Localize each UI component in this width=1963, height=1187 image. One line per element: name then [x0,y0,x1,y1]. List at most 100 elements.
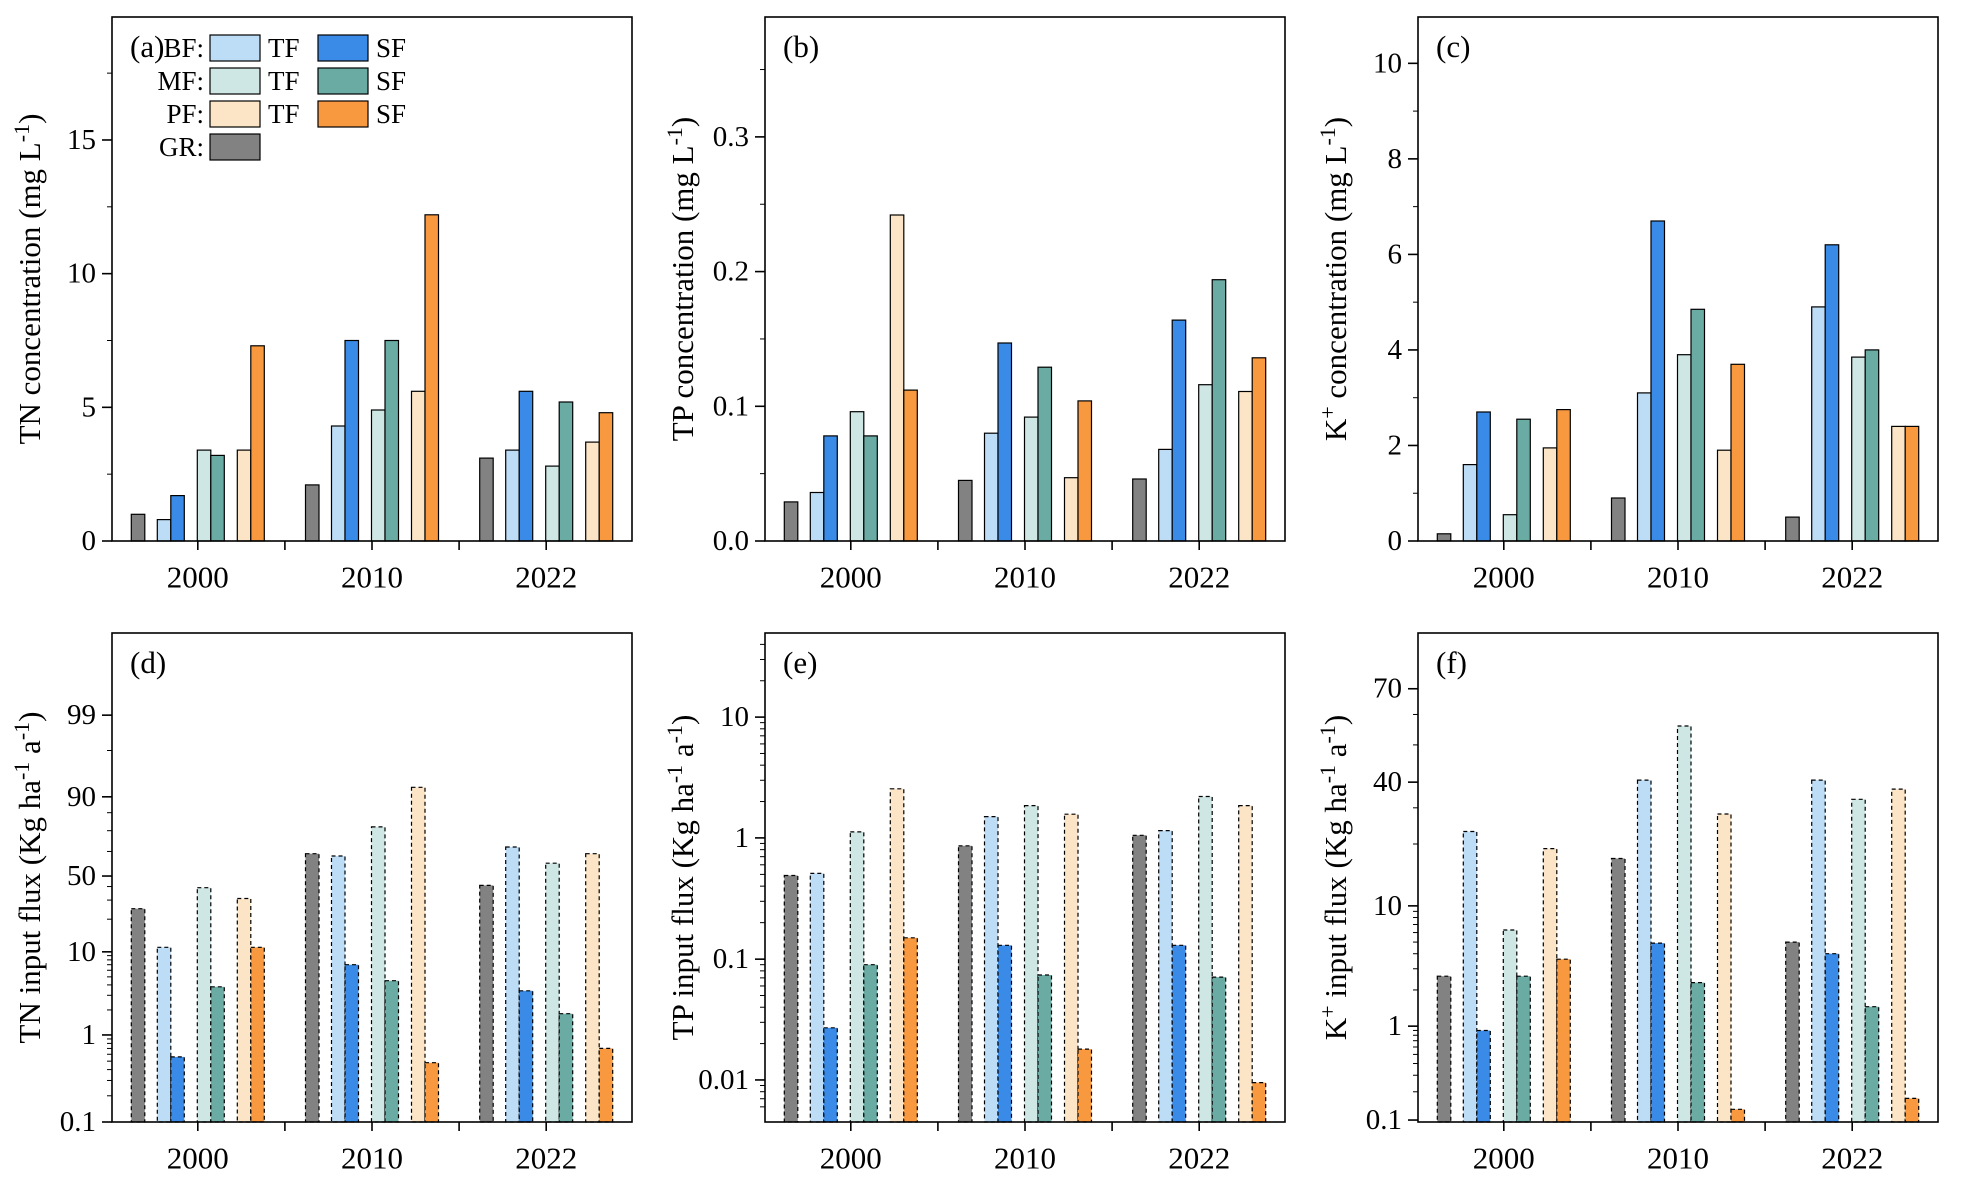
bar-MF_SF-2022 [1864,1006,1880,1123]
panel-c: 0 2 4 6 8 10 2000 2010 2022 K+ concentration (mg … [1315,16,1939,595]
bar-PF_SF-2000 [903,937,918,1123]
legend-item-label: TF [268,99,300,129]
bar-MF_SF-2000 [210,454,225,542]
bar-PF_SF-2000 [250,345,265,542]
bar-MF_SF-2022 [558,1013,574,1123]
y-tick-label: 70 [1373,673,1402,705]
legend-item-label: SF [376,33,406,63]
bar-GR-2010 [957,845,973,1123]
legend-swatch-BF_TF [209,34,261,62]
bar-BF_TF-2022 [505,846,520,1123]
panel-label-c: (c) [1436,29,1470,64]
panel-d: 0.1 1 10 50 90 99 2000 2010 2022 TN input flux (K… [9,632,633,1176]
bar-MF_TF-2022 [1851,356,1866,542]
bar-MF_SF-2022 [1864,349,1880,542]
x-tick-label-2022: 2022 [1168,560,1230,595]
legend-item-label: TF [268,66,300,96]
bar-GR-2010 [304,853,320,1123]
bar-GR-2022 [1785,516,1800,542]
y-tick-label: 0 [82,525,97,557]
bar-PF_TF-2022 [1238,390,1253,542]
bar-MF_SF-2000 [210,986,225,1123]
bar-BF_TF-2022 [1811,779,1826,1123]
bar-GR-2022 [479,884,494,1123]
bar-GR-2022 [1132,834,1147,1123]
y-tick-label: 40 [1373,766,1402,798]
bar-GR-2000 [130,513,146,542]
bar-MF_TF-2022 [1198,795,1213,1123]
bar-PF_SF-2022 [598,412,614,542]
y-tick-label: 6 [1388,238,1403,270]
y-tick-label: 1 [1388,1010,1403,1042]
bar-BF_TF-2022 [1158,829,1173,1123]
y-tick-label: 10 [67,258,96,290]
bar-MF_TF-2000 [849,411,865,542]
bar-PF_SF-2000 [903,389,918,542]
bar-MF_SF-2000 [863,964,878,1123]
bar-MF_SF-2000 [1516,975,1531,1123]
x-tick-label-2022: 2022 [515,560,577,595]
bar-PF_TF-2000 [1542,447,1558,542]
bar-PF_TF-2010 [1063,477,1079,542]
bar-PF_SF-2022 [1904,425,1920,542]
y-tick-label: 90 [67,781,96,813]
y-tick-label: 0.1 [60,1106,96,1138]
y-tick-label: 0.1 [713,390,749,422]
bar-GR-2000 [1436,533,1452,542]
bar-MF_TF-2000 [1502,929,1518,1123]
bar-BF_SF-2010 [997,342,1013,542]
bar-MF_SF-2022 [1211,279,1227,542]
bar-MF_SF-2010 [1037,974,1053,1123]
bar-PF_SF-2010 [1077,1048,1093,1123]
bar-BF_SF-2010 [1650,220,1666,542]
bar-PF_SF-2000 [1556,958,1571,1123]
bar-MF_TF-2000 [1502,514,1518,542]
bar-BF_SF-2010 [344,964,360,1123]
bar-MF_TF-2010 [1023,804,1039,1123]
x-tick-label-2022: 2022 [1821,1141,1883,1176]
bar-PF_SF-2022 [1251,357,1267,542]
bar-MF_TF-2010 [370,409,386,542]
bar-MF_SF-2022 [558,401,574,542]
bar-BF_TF-2000 [156,946,172,1123]
bar-PF_TF-2010 [410,390,426,542]
panel-label-d: (d) [130,645,166,680]
legend-group-label: GR: [159,132,204,162]
bar-PF_TF-2010 [1063,813,1079,1123]
bar-PF_TF-2022 [1238,804,1253,1123]
x-tick-label-2000: 2000 [167,560,229,595]
bar-PF_TF-2000 [889,788,905,1123]
bar-MF_SF-2000 [1516,418,1531,542]
bar-MF_SF-2010 [1690,981,1706,1123]
bar-BF_SF-2022 [1171,319,1187,542]
bar-MF_SF-2000 [863,435,878,542]
y-axis-label: K+ concentration (mg L-1) [1315,117,1353,441]
panel-label-b: (b) [783,29,819,64]
legend-swatch-BF_SF [317,34,369,62]
x-tick-label-2022: 2022 [1821,560,1883,595]
legend-group-label: MF: [157,66,204,96]
x-tick-label-2000: 2000 [820,1141,882,1176]
bar-PF_SF-2010 [424,1062,440,1123]
bar-BF_TF-2022 [1158,448,1173,542]
legend-group-label: PF: [166,99,204,129]
bar-MF_TF-2000 [196,449,212,542]
x-tick-label-2000: 2000 [1473,560,1535,595]
y-tick-label: 0.0 [713,525,749,557]
bar-PF_SF-2010 [1730,1108,1746,1123]
bar-BF_TF-2022 [1811,306,1826,542]
bar-MF_TF-2022 [545,862,560,1123]
y-tick-label: 1 [82,1019,97,1051]
bar-BF_TF-2010 [983,815,999,1123]
y-tick-label: 0.3 [713,121,749,153]
legend-group-label: BF: [163,33,204,63]
panel-label-e: (e) [783,645,817,680]
legend-swatch-PF_SF [317,100,369,128]
panel-b: 0.0 0.1 0.2 0.3 2000 2010 2022 TP concentration… [662,16,1286,595]
bar-BF_SF-2000 [1476,411,1491,542]
legend-swatch-MF_TF [209,67,261,95]
y-axis-label: K+ input flux (Kg ha-1 a-1) [1315,715,1353,1040]
bar-GR-2022 [479,457,494,542]
bar-PF_TF-2022 [1891,425,1906,542]
